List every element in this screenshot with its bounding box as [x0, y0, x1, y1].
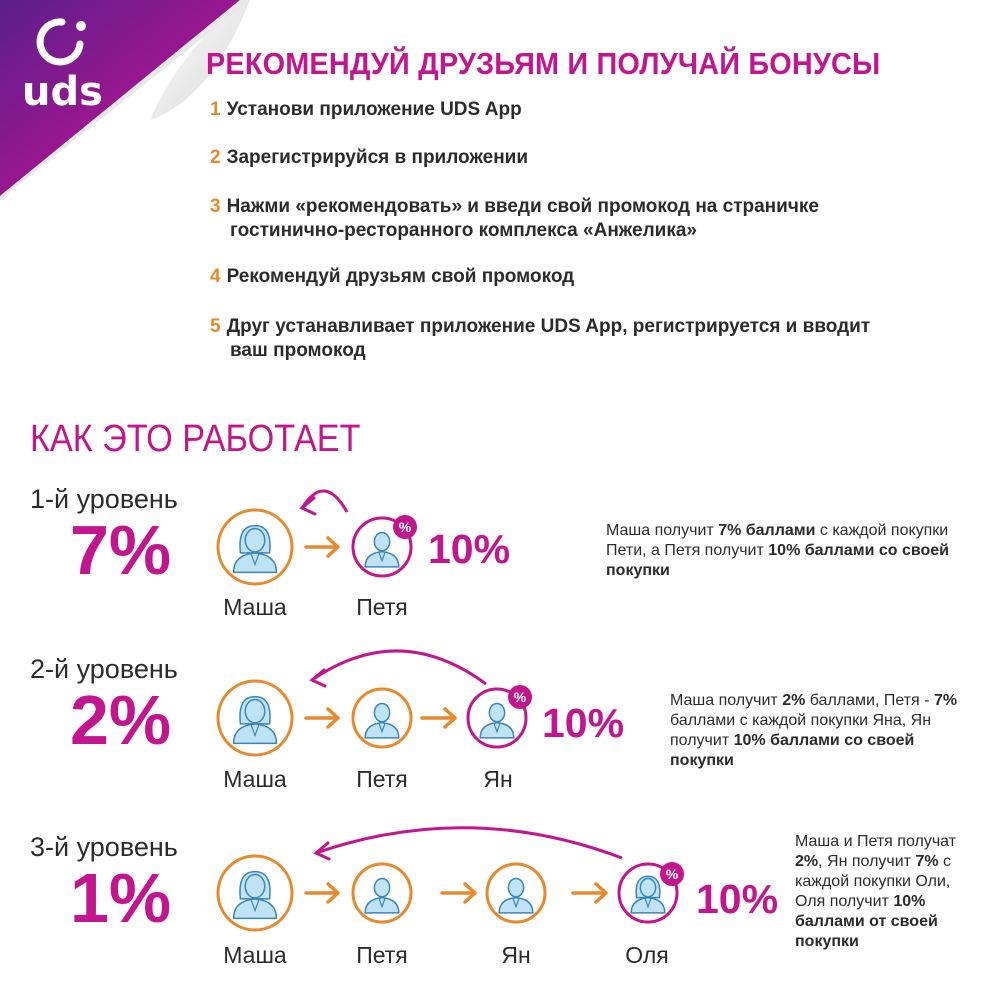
level-1-friend-percent: 10% [428, 526, 511, 572]
level-1-person-1-name: Маша [223, 594, 287, 620]
step-number: 5 [210, 316, 221, 337]
level-2-percent: 2% [70, 681, 172, 759]
level-1-person-2-name: Петя [356, 594, 408, 620]
description-run: Маша и Петя получат [795, 833, 957, 850]
description-run: Маша получит [606, 522, 719, 539]
right-arrow-icon [304, 536, 340, 558]
step-text-continued: гостинично-ресторанного комплекса «Анжел… [230, 220, 697, 241]
level-3-description: Маша и Петя получат 2%, Ян получит 7% с … [795, 832, 975, 952]
percent-badge-icon [508, 685, 532, 709]
level-3-person-1-name: Маша [223, 942, 287, 968]
step-text: Зарегистрируйся в приложении [226, 147, 529, 168]
step-text: Нажми «рекомендовать» и введи свой промо… [226, 196, 819, 217]
description-run: с каждой покупки Оли, Оля получит [795, 853, 952, 910]
step-text: Установи приложение UDS App [226, 99, 522, 120]
step-text: Друг устанавливает приложение UDS App, р… [226, 316, 871, 337]
percent-badge-icon-label: % [666, 866, 679, 882]
level-2-person-2-name: Петя [356, 766, 408, 792]
logo-dot-icon [76, 21, 86, 31]
description-run: 7% [915, 853, 939, 870]
level-1-percent: 7% [70, 511, 172, 589]
level-3-percent: 1% [70, 859, 172, 937]
right-arrow-icon [304, 882, 340, 904]
level-3-person-2-name: Петя [356, 942, 408, 968]
return-arrow-icon [315, 826, 623, 860]
page-heading: РЕКОМЕНДУЙ ДРУЗЬЯМ И ПОЛУЧАЙ БОНУСЫ [206, 46, 881, 81]
right-arrow-icon [304, 707, 340, 729]
right-arrow-icon [440, 882, 477, 904]
step-number: 2 [210, 147, 221, 168]
step-2: 2 Зарегистрируйся в приложении [210, 146, 528, 170]
description-run: 10% баллами от своей покупки [795, 893, 938, 950]
petya-avatar-icon [351, 862, 413, 924]
description-run: 2% [795, 853, 819, 870]
level-2-person-1-name: Маша [223, 766, 287, 792]
return-arrow-icon-head [309, 668, 327, 688]
right-arrow-icon [571, 882, 608, 904]
step-5: 5 Друг устанавливает приложение UDS App, … [210, 315, 870, 363]
description-run: 7% [933, 692, 958, 709]
description-run: 7% баллами [718, 522, 816, 539]
percent-badge-icon [660, 862, 684, 886]
description-run: Маша получит [670, 692, 783, 709]
return-arrow-icon [311, 649, 487, 686]
percent-badge-icon [393, 515, 417, 539]
masha-avatar-icon [216, 679, 294, 757]
description-run: баллами с каждой покупки Яна, Ян получит [670, 712, 932, 749]
level-2-friend-percent: 10% [542, 700, 625, 746]
return-arrow-icon [300, 489, 349, 513]
description-run: , Ян получит [818, 853, 916, 870]
logo-text: uds [22, 69, 103, 115]
level-3-friend-percent: 10% [696, 876, 779, 922]
percent-badge-icon-label: % [399, 519, 412, 535]
description-run: 10% баллами со своей покупки [606, 542, 950, 579]
step-text-continued: ваш промокод [230, 340, 366, 361]
how-it-works-heading: КАК ЭТО РАБОТАЕТ [30, 418, 361, 460]
level-3-label: 3-й уровень [30, 832, 178, 862]
masha-avatar-icon [216, 508, 294, 586]
masha-avatar-icon [216, 854, 294, 932]
uds-logo-corner: uds [0, 0, 250, 200]
petya-avatar-icon [351, 516, 413, 578]
level-3-person-4-name: Оля [625, 942, 669, 968]
step-3: 3 Нажми «рекомендовать» и введи свой пром… [210, 195, 819, 243]
level-2-label: 2-й уровень [30, 654, 178, 684]
step-1: 1 Установи приложение UDS App [210, 98, 522, 122]
yan-avatar-icon [485, 862, 547, 924]
step-number: 4 [210, 266, 221, 287]
yan-avatar-icon [466, 687, 528, 749]
description-run: баллами, Петя - [805, 692, 934, 709]
right-arrow-icon [420, 707, 457, 729]
olya-avatar-icon [617, 862, 679, 924]
level-3-person-3-name: Ян [501, 942, 531, 968]
step-text: Рекомендуй друзьям свой промокод [226, 266, 575, 287]
step-number: 3 [210, 196, 221, 217]
description-run: с каждой покупки Пети, а Петя получит [606, 522, 949, 559]
step-4: 4 Рекомендуй друзьям свой промокод [210, 265, 574, 289]
level-1-description: Маша получит 7% баллами с каждой покупки… [606, 521, 978, 581]
petya-avatar-icon [351, 687, 413, 749]
description-run: 2% [782, 692, 806, 709]
logo-ring-icon [36, 18, 84, 66]
level-1-label: 1-й уровень [30, 484, 178, 514]
percent-badge-icon-label: % [514, 689, 527, 705]
description-run: 10% баллами со своей покупки [670, 732, 915, 769]
return-arrow-icon-head [299, 496, 317, 516]
return-arrow-icon-head [313, 841, 331, 861]
level-2-description: Маша получит 2% баллами, Петя - 7% балла… [670, 691, 970, 771]
step-number: 1 [210, 99, 221, 120]
level-2-person-3-name: Ян [483, 766, 513, 792]
